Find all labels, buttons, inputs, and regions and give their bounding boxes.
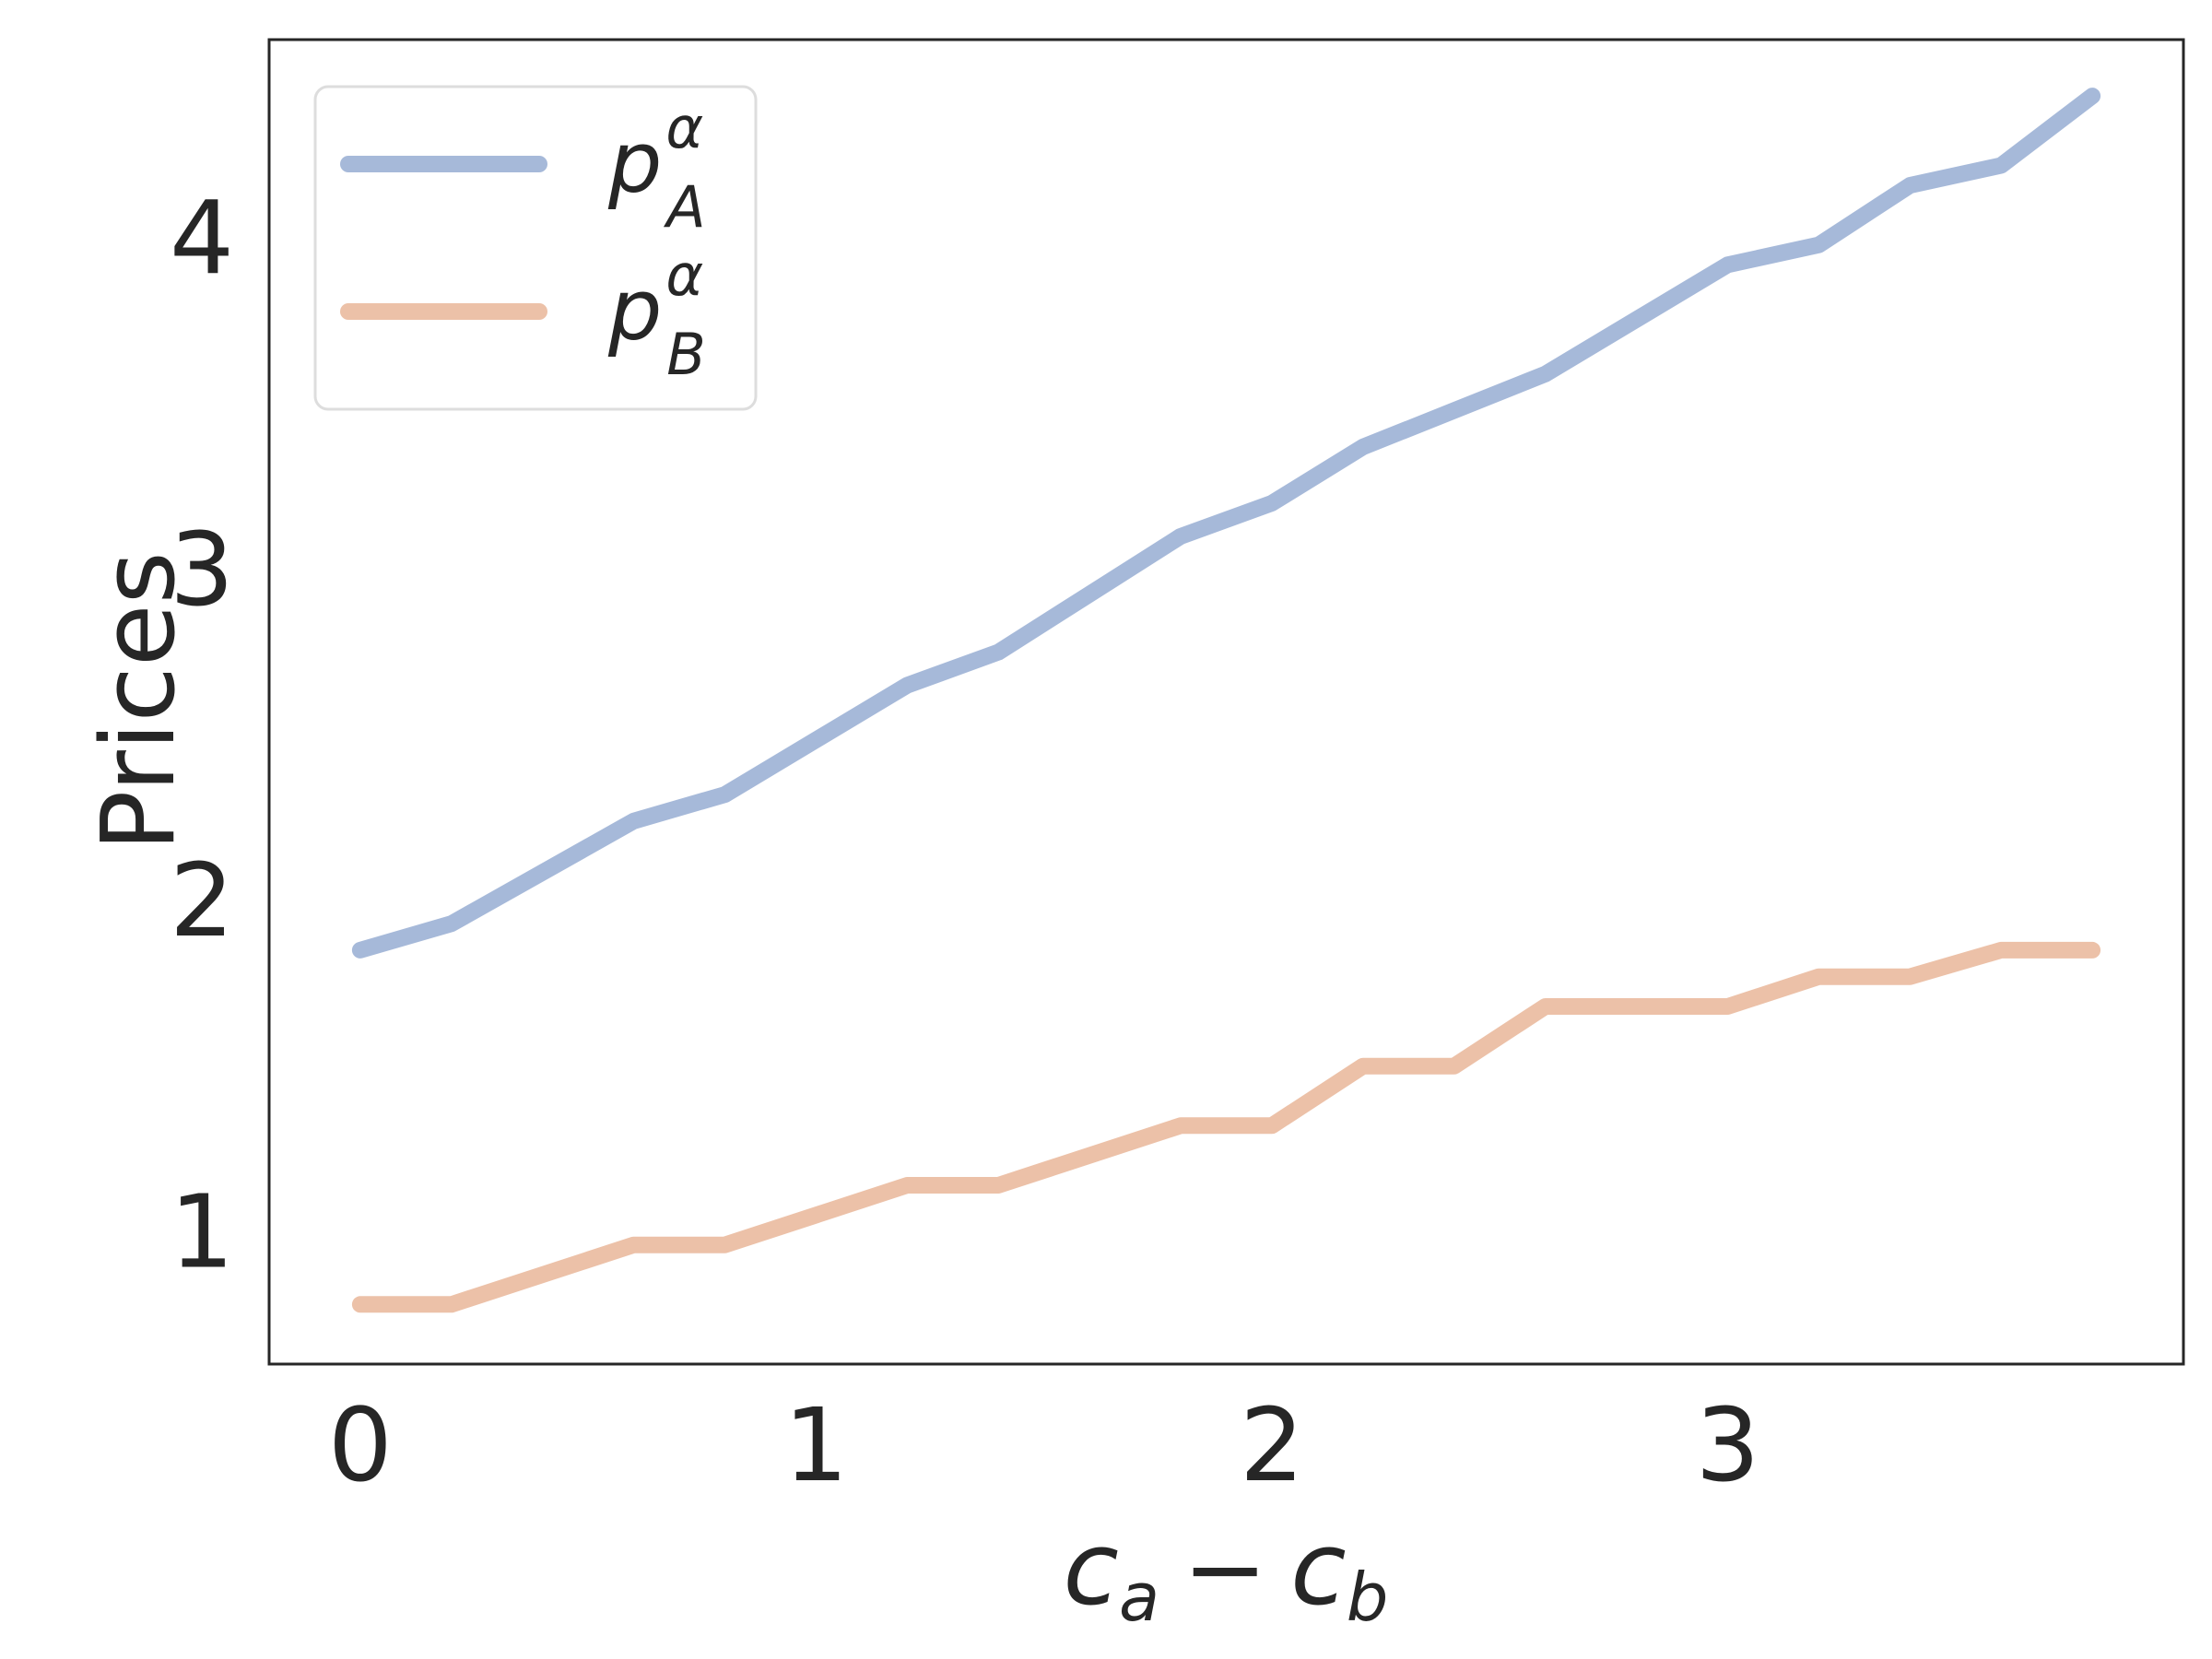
- y-tick-label-0: 1: [170, 1172, 234, 1290]
- y-tick-label-1: 2: [170, 841, 234, 959]
- x-label-c2: c: [1290, 1510, 1346, 1628]
- y-tick-labels: 1 2 3 4: [170, 180, 234, 1291]
- x-label-sub-b: b: [1347, 1559, 1389, 1636]
- x-tick-labels: 0 1 2 3: [328, 1386, 1760, 1504]
- x-label-minus: −: [1182, 1510, 1267, 1628]
- series-line-pA: [351, 88, 2101, 959]
- x-tick-label-2: 2: [1240, 1386, 1304, 1504]
- x-tick-label-3: 3: [1695, 1386, 1759, 1504]
- x-tick-label-0: 0: [328, 1386, 393, 1504]
- x-label-sub-a: a: [1119, 1559, 1159, 1636]
- y-axis-label: Prices: [79, 551, 197, 852]
- legend-label-pA: pα A: [607, 94, 706, 241]
- x-label-c1: c: [1064, 1510, 1119, 1628]
- x-tick-label-1: 1: [783, 1386, 848, 1504]
- y-tick-label-3: 4: [170, 180, 234, 298]
- legend-label-pB: pα B: [607, 241, 706, 388]
- series-layer: [351, 88, 2101, 1313]
- series-line-pB: [351, 941, 2101, 1313]
- legend: pα A pα B: [313, 85, 758, 411]
- x-axis-label: ca − cb: [1064, 1510, 1389, 1636]
- y-tick-label-2: 3: [170, 511, 234, 629]
